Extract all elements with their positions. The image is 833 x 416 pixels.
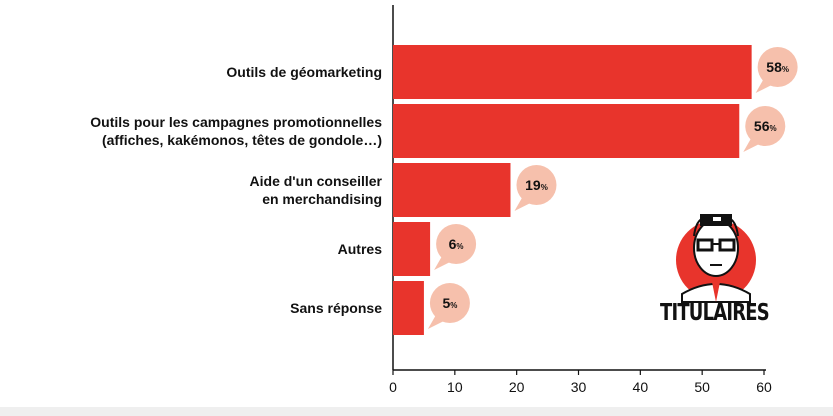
value-bubble	[757, 47, 798, 87]
category-label-line: Aide d'un conseiller	[249, 173, 382, 189]
value-bubble-tail	[514, 197, 533, 211]
x-tick-label: 0	[389, 379, 397, 395]
x-tick-label: 20	[509, 379, 525, 395]
category-label-line: Outils de géomarketing	[226, 64, 382, 80]
category-label: Autres	[338, 240, 382, 258]
value-bubble-tail	[434, 256, 453, 270]
bar	[393, 222, 431, 276]
man-with-glasses-icon	[676, 214, 756, 303]
value-label: 56%	[754, 118, 777, 134]
category-label-line: (affiches, kakémonos, têtes de gondole…)	[101, 132, 382, 148]
value-label: 19%	[525, 177, 548, 193]
category-label: Outils de géomarketing	[226, 63, 382, 81]
value-bubble	[745, 106, 786, 146]
category-label-line: en merchandising	[262, 191, 382, 207]
bar	[393, 163, 511, 217]
x-tick-label: 60	[756, 379, 772, 395]
x-tick-label: 10	[447, 379, 463, 395]
bottom-strip	[0, 407, 833, 416]
category-label: Aide d'un conseiller en merchandising	[250, 172, 382, 208]
value-label: 5%	[442, 295, 457, 311]
bar	[393, 104, 740, 158]
x-tick-label: 30	[571, 379, 587, 395]
value-label: 58%	[766, 59, 789, 75]
x-tick-label: 40	[633, 379, 649, 395]
category-label: Sans réponse	[290, 299, 382, 317]
bar	[393, 281, 424, 335]
value-bubble	[436, 224, 477, 264]
value-bubble-tail	[743, 138, 762, 152]
category-label-line: Autres	[337, 241, 382, 257]
value-label: 6%	[449, 236, 464, 252]
titulaires-badge-label: TITULAIRES	[660, 300, 770, 326]
x-tick-label: 50	[694, 379, 710, 395]
category-label: Outils pour les campagnes promotionnelle…	[90, 113, 382, 149]
value-bubble-tail	[427, 315, 446, 329]
value-bubble-tail	[755, 79, 774, 93]
category-label-line: Outils pour les campagnes promotionnelle…	[90, 114, 382, 130]
value-bubble	[516, 165, 557, 205]
bar	[393, 45, 752, 99]
category-label-line: Sans réponse	[290, 300, 382, 316]
value-bubble	[429, 283, 470, 323]
